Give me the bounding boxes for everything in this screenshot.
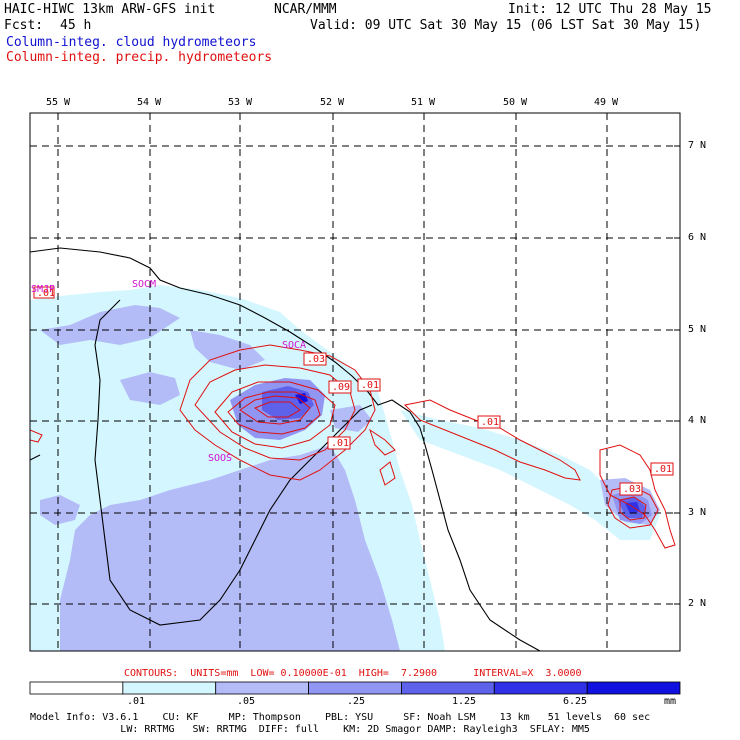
lon-label: 55 W xyxy=(46,97,71,108)
lon-label: 49 W xyxy=(594,97,619,108)
colorbar-tick: .25 xyxy=(347,696,366,707)
init-time: Init: 12 UTC Thu 28 May 15 xyxy=(508,2,712,17)
colorbar-tick: 6.25 xyxy=(563,696,588,707)
lon-label: 51 W xyxy=(411,97,436,108)
colorbar-tick: 1.25 xyxy=(452,696,477,707)
org-label: NCAR/MMM xyxy=(274,2,337,17)
station-label: SOOS xyxy=(208,453,233,464)
lon-label: 54 W xyxy=(137,97,162,108)
station-label: SOCA xyxy=(282,340,307,351)
lat-label: 7 N xyxy=(688,140,707,151)
lat-label: 5 N xyxy=(688,324,707,335)
fcst-value: 45 h xyxy=(60,18,92,33)
lat-label: 4 N xyxy=(688,415,707,426)
contour-label: .01 xyxy=(481,417,500,428)
lon-label: 53 W xyxy=(228,97,253,108)
contour-label: .09 xyxy=(332,382,351,393)
field-precip-label: Column-integ. precip. hydrometeors xyxy=(6,50,273,65)
shaded-field xyxy=(30,285,660,651)
lat-lon-grid xyxy=(30,113,680,651)
model-info-line1: Model Info: V3.6.1 CU: KF MP: Thompson P… xyxy=(30,712,651,723)
lat-label: 6 N xyxy=(688,232,707,243)
lon-label: 50 W xyxy=(503,97,528,108)
contour-label: .01 xyxy=(37,288,56,299)
field-cloud-label: Column-integ. cloud hydrometeors xyxy=(6,35,257,50)
contour-label: .03 xyxy=(623,484,642,495)
contour-label: .01 xyxy=(331,438,350,449)
lat-label: 3 N xyxy=(688,507,707,518)
precip-contours xyxy=(30,344,676,549)
station-label: SMJP xyxy=(31,284,56,295)
lon-label: 52 W xyxy=(320,97,345,108)
frame-ticks xyxy=(57,113,680,605)
contour-label: .01 xyxy=(654,464,673,475)
colorbar-tick: .01 xyxy=(127,696,146,707)
contour-label-boxes xyxy=(33,286,674,496)
contour-info: CONTOURS: UNITS=mm LOW= 0.10000E-01 HIGH… xyxy=(124,668,582,679)
station-label: SOCM xyxy=(132,279,157,290)
model-title: HAIC-HIWC 13km ARW-GFS init xyxy=(4,2,216,17)
map-frame xyxy=(29,112,681,652)
model-info-line2: LW: RRTMG SW: RRTMG DIFF: full KM: 2D Sm… xyxy=(30,724,590,735)
colorbar-tick: .05 xyxy=(237,696,256,707)
fcst-label: Fcst: xyxy=(4,18,44,33)
contour-label: .03 xyxy=(307,354,326,365)
valid-time: Valid: 09 UTC Sat 30 May 15 (06 LST Sat … xyxy=(310,18,702,33)
colorbar-units: mm xyxy=(664,696,677,707)
contour-label: .01 xyxy=(361,380,380,391)
lat-label: 2 N xyxy=(688,598,707,609)
